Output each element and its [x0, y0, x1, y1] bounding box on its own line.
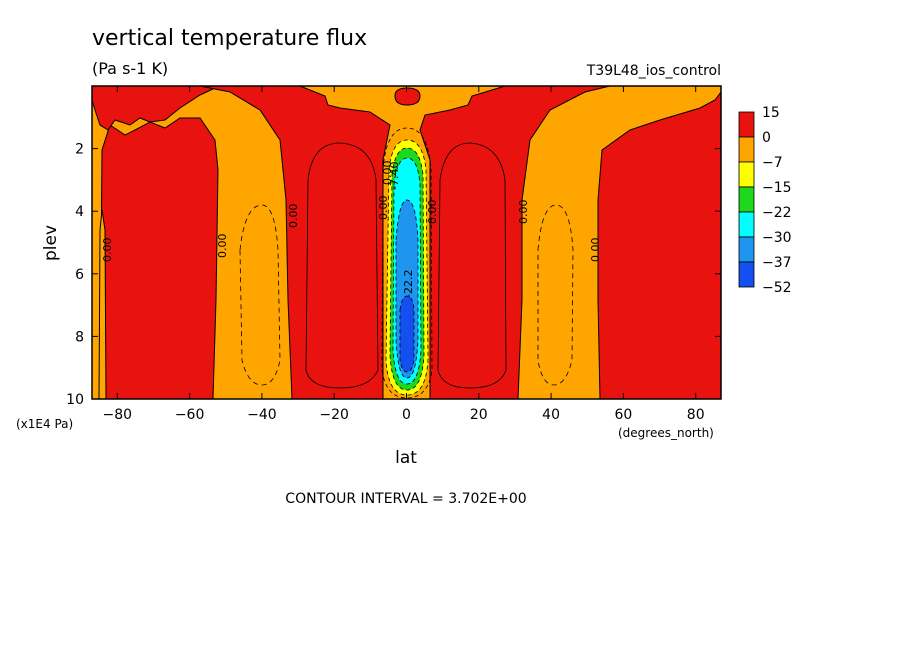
colorbar-swatch: [738, 186, 755, 213]
y-tick-label: 8: [75, 329, 84, 345]
contour-label: 0.00: [377, 196, 390, 221]
colorbar-label: −52: [762, 280, 792, 296]
colorbar-label: −15: [762, 180, 792, 196]
colorbar-label: −7: [762, 155, 783, 171]
x-tick-label: 60: [614, 407, 632, 423]
colorbar-swatch: [738, 261, 755, 288]
y-unit-label: (x1E4 Pa): [16, 417, 73, 431]
x-tick-label: −20: [319, 407, 349, 423]
contour-label: -7.40: [388, 162, 401, 190]
y-axis-label: plev: [41, 225, 61, 261]
colorbar-swatch: [738, 236, 755, 263]
contour-label: 0.00: [426, 200, 439, 225]
colorbar-swatch: [738, 211, 755, 238]
x-axis: −80 −60 −40 −20 0 20 40 60 80: [103, 86, 705, 423]
colorbar-swatch: [738, 111, 755, 138]
colorbar-label: 0: [762, 130, 771, 146]
y-tick-label: 10: [66, 392, 84, 408]
colorbar-label: −30: [762, 230, 792, 246]
contour-label: 0.00: [517, 200, 530, 225]
contour-negative: [381, 127, 433, 399]
x-tick-label: −60: [175, 407, 205, 423]
x-tick-label: −80: [103, 407, 133, 423]
y-axis: 2 4 6 8 10: [66, 142, 721, 408]
field-region-red: [199, 86, 391, 399]
x-tick-label: 80: [687, 407, 705, 423]
field-band-dark-blue: [399, 295, 415, 373]
y-tick-label: 2: [75, 142, 84, 158]
field-region-red: [419, 86, 611, 399]
contour-label: 0.00: [589, 238, 602, 263]
contour-label: 0.00: [101, 238, 114, 263]
y-tick-label: 4: [75, 204, 84, 220]
colorbar-label: 15: [762, 105, 780, 121]
contour-label-layer: 0.00 0.00 0.00 0.00 0.00 0.00 0.00 0.00 …: [101, 161, 602, 299]
contour-zero: [437, 142, 507, 389]
contour-interval: CONTOUR INTERVAL = 3.702E+00: [285, 491, 526, 507]
contour-zero: [305, 142, 379, 389]
colorbar-swatch: [738, 161, 755, 188]
x-tick-label: 20: [470, 407, 488, 423]
contour-negative: [537, 204, 574, 386]
colorbar-label: −22: [762, 205, 792, 221]
field-region-red: [92, 86, 221, 131]
y-tick-label: 6: [75, 267, 84, 283]
x-tick-label: −40: [247, 407, 277, 423]
plot-area: [92, 86, 721, 399]
field-region-red: [394, 87, 421, 106]
x-unit-label: (degrees_north): [618, 426, 714, 440]
chart-title: vertical temperature flux: [92, 26, 367, 51]
contour-label: 0.00: [216, 234, 229, 259]
field-region-orange-strip: [98, 209, 107, 399]
contour-label: -22.2: [402, 270, 415, 298]
x-axis-label: lat: [395, 448, 417, 468]
contour-label: 0.00: [381, 161, 394, 186]
colorbar: 15 0 −7 −15 −22 −30 −37 −52: [738, 105, 792, 296]
chart-units: (Pa s-1 K): [92, 59, 168, 78]
x-tick-label: 0: [402, 407, 411, 423]
contour-negative: [239, 204, 281, 386]
field-region-red: [597, 86, 721, 399]
colorbar-label: −37: [762, 255, 792, 271]
colorbar-swatch: [738, 136, 755, 163]
x-tick-label: 40: [542, 407, 560, 423]
dataset-label: T39L48_ios_control: [586, 63, 721, 79]
contour-label: 0.00: [287, 204, 300, 229]
